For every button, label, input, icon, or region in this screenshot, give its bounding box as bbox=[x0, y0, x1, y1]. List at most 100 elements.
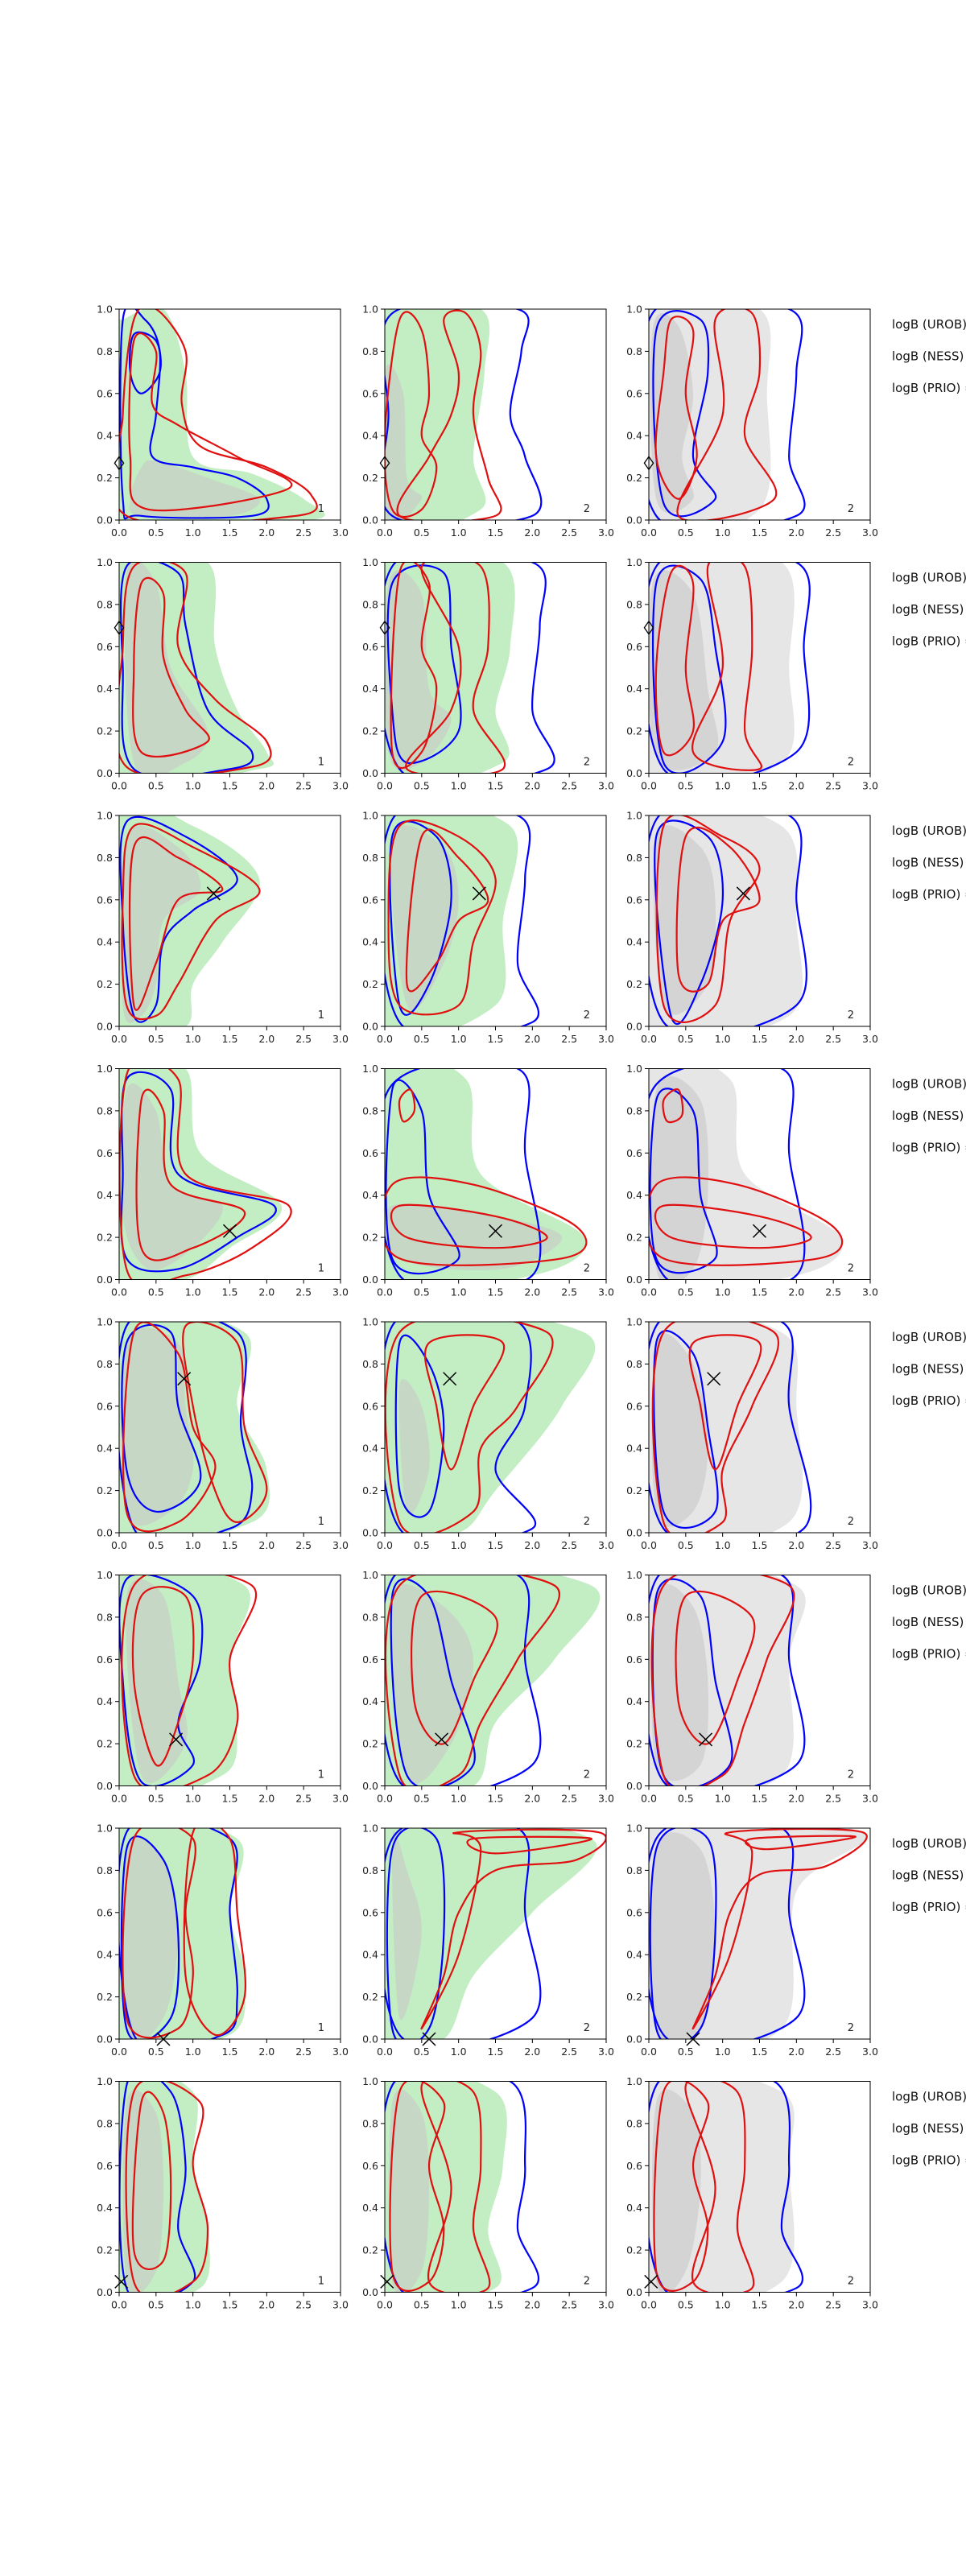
y-tick-label: 0.2 bbox=[626, 978, 642, 990]
plot-area bbox=[649, 815, 807, 1026]
red-contour bbox=[125, 2081, 209, 2293]
y-tick-label: 0.8 bbox=[626, 2117, 642, 2129]
y-tick-label: 1.0 bbox=[626, 1316, 642, 1328]
y-tick-label: 0.8 bbox=[97, 1611, 113, 1623]
x-tick-label: 2.5 bbox=[561, 1286, 577, 1298]
logb-label: logB (NESS) = bbox=[892, 2121, 966, 2136]
red-contour bbox=[387, 819, 497, 1016]
gray-region bbox=[398, 1379, 430, 1515]
logb-label: logB (NESS) = bbox=[892, 1868, 966, 1883]
red-contour bbox=[676, 309, 778, 520]
y-tick-label: 0.4 bbox=[626, 1443, 642, 1455]
panel-label: 1 bbox=[318, 757, 324, 769]
y-tick-label: 0.0 bbox=[97, 2286, 113, 2298]
chart-row: 0.0 0.5 1.0 1.5 2.0 2.5 3.0 0.0 0.2 0.4 0.6 0.8 1.0 1… bbox=[97, 2075, 966, 2311]
y-tick-label: 0.6 bbox=[362, 387, 378, 399]
x-tick-label: 1.5 bbox=[488, 1033, 504, 1045]
x-tick-label: 3.0 bbox=[332, 2046, 349, 2058]
x-tick-label: 2.0 bbox=[258, 1539, 275, 1551]
red-contour bbox=[119, 309, 318, 520]
chart-panel: 0.0 0.5 1.0 1.5 2.0 2.5 3.0 0.0 0.2 0.4 0.6 0.8 1.0 2 bbox=[362, 303, 614, 539]
x-tick-label: 1.5 bbox=[488, 1286, 504, 1298]
red-contour bbox=[410, 1590, 498, 1745]
x-tick-label: 2.5 bbox=[295, 1033, 312, 1045]
x-tick-label: 2.5 bbox=[561, 780, 577, 792]
red-contour bbox=[389, 2081, 446, 2292]
plot-area bbox=[649, 2081, 803, 2293]
gray-region bbox=[650, 1583, 709, 1781]
y-tick-label: 0.8 bbox=[362, 598, 378, 610]
x-tick-label: 2.0 bbox=[788, 1033, 804, 1045]
x-tick-label: 1.0 bbox=[451, 1793, 467, 1805]
x-tick-label: 0.5 bbox=[678, 1286, 694, 1298]
red-contour bbox=[466, 1835, 592, 1855]
x-tick-label: 1.5 bbox=[752, 780, 768, 792]
y-tick-label: 0.6 bbox=[362, 1653, 378, 1666]
x-tick-label: 1.5 bbox=[488, 2299, 504, 2311]
y-tick-label: 0.0 bbox=[362, 2033, 378, 2046]
plot-area bbox=[119, 309, 325, 520]
red-contour bbox=[131, 1586, 195, 1767]
x-tick-label: 2.0 bbox=[788, 1539, 804, 1551]
x-tick-label: 0.0 bbox=[641, 1286, 657, 1298]
x-tick-label: 2.0 bbox=[258, 1286, 275, 1298]
logb-label: logB (PRIO) = bbox=[892, 2153, 966, 2168]
gray-region bbox=[650, 1832, 716, 2039]
x-tick-label: 2.0 bbox=[258, 780, 275, 792]
y-tick-label: 0.0 bbox=[97, 767, 113, 779]
chart-row: 0.0 0.5 1.0 1.5 2.0 2.5 3.0 0.0 0.2 0.4 0.6 0.8 1.0 1… bbox=[97, 1823, 966, 2058]
y-tick-label: 0.8 bbox=[97, 1104, 113, 1117]
x-tick-label: 0.0 bbox=[111, 1539, 127, 1551]
x-tick-label: 1.0 bbox=[185, 1539, 201, 1551]
y-tick-label: 0.8 bbox=[362, 2117, 378, 2129]
x-tick-label: 3.0 bbox=[332, 2299, 349, 2311]
red-contour bbox=[684, 2081, 755, 2293]
panel-label: 2 bbox=[848, 1263, 854, 1275]
chart-panel: 0.0 0.5 1.0 1.5 2.0 2.5 3.0 0.0 0.2 0.4 0.6 0.8 1.0 2 bbox=[626, 556, 878, 792]
y-tick-label: 0.2 bbox=[362, 1738, 378, 1750]
y-tick-label: 1.0 bbox=[97, 556, 113, 568]
x-tick-label: 3.0 bbox=[598, 2299, 614, 2311]
y-tick-label: 1.0 bbox=[626, 810, 642, 822]
logb-label: logB (UROB) = bbox=[892, 1330, 966, 1344]
plot-area bbox=[385, 1068, 588, 1280]
green-region bbox=[385, 1322, 596, 1533]
y-tick-label: 0.6 bbox=[362, 1147, 378, 1159]
x-tick-label: 2.0 bbox=[788, 780, 804, 792]
y-tick-label: 0.0 bbox=[362, 1021, 378, 1033]
y-tick-label: 0.2 bbox=[97, 472, 113, 484]
x-tick-label: 3.0 bbox=[598, 526, 614, 539]
chart-panel: 0.0 0.5 1.0 1.5 2.0 2.5 3.0 0.0 0.2 0.4 0.6 0.8 1.0 1 bbox=[97, 810, 349, 1046]
blue-contour bbox=[390, 1578, 476, 1786]
y-tick-label: 0.0 bbox=[626, 1527, 642, 1539]
panel-label: 2 bbox=[584, 1009, 590, 1022]
blue-contour bbox=[385, 309, 543, 520]
y-tick-label: 0.4 bbox=[97, 1949, 113, 1961]
y-tick-label: 0.6 bbox=[626, 1400, 642, 1412]
y-tick-label: 0.4 bbox=[97, 1443, 113, 1455]
y-tick-label: 0.4 bbox=[362, 2202, 378, 2214]
x-tick-label: 0.0 bbox=[641, 1033, 657, 1045]
y-tick-label: 0.6 bbox=[626, 1653, 642, 1666]
y-tick-label: 0.2 bbox=[362, 978, 378, 990]
red-contour bbox=[653, 2081, 710, 2292]
y-tick-label: 0.2 bbox=[362, 725, 378, 737]
y-tick-label: 0.2 bbox=[362, 1232, 378, 1244]
x-tick-label: 3.0 bbox=[332, 1793, 349, 1805]
x-tick-label: 2.5 bbox=[825, 526, 841, 539]
x-tick-label: 0.0 bbox=[641, 2299, 657, 2311]
x-tick-label: 0.5 bbox=[414, 1286, 430, 1298]
y-tick-label: 0.2 bbox=[626, 1484, 642, 1496]
y-tick-label: 0.0 bbox=[626, 1780, 642, 1792]
blue-contour bbox=[654, 819, 724, 1025]
y-tick-label: 0.8 bbox=[626, 852, 642, 864]
x-tick-label: 0.0 bbox=[641, 1539, 657, 1551]
x-tick-label: 0.5 bbox=[148, 2299, 164, 2311]
logb-label: logB (PRIO) = bbox=[892, 381, 966, 395]
red-contour bbox=[121, 1575, 258, 1786]
red-contour bbox=[128, 332, 293, 512]
x-tick-label: 1.0 bbox=[715, 1286, 731, 1298]
chart-panel: 0.0 0.5 1.0 1.5 2.0 2.5 3.0 0.0 0.2 0.4 0.6 0.8 1.0 2 bbox=[362, 810, 614, 1046]
y-tick-label: 1.0 bbox=[97, 2075, 113, 2087]
y-tick-label: 0.0 bbox=[626, 514, 642, 526]
